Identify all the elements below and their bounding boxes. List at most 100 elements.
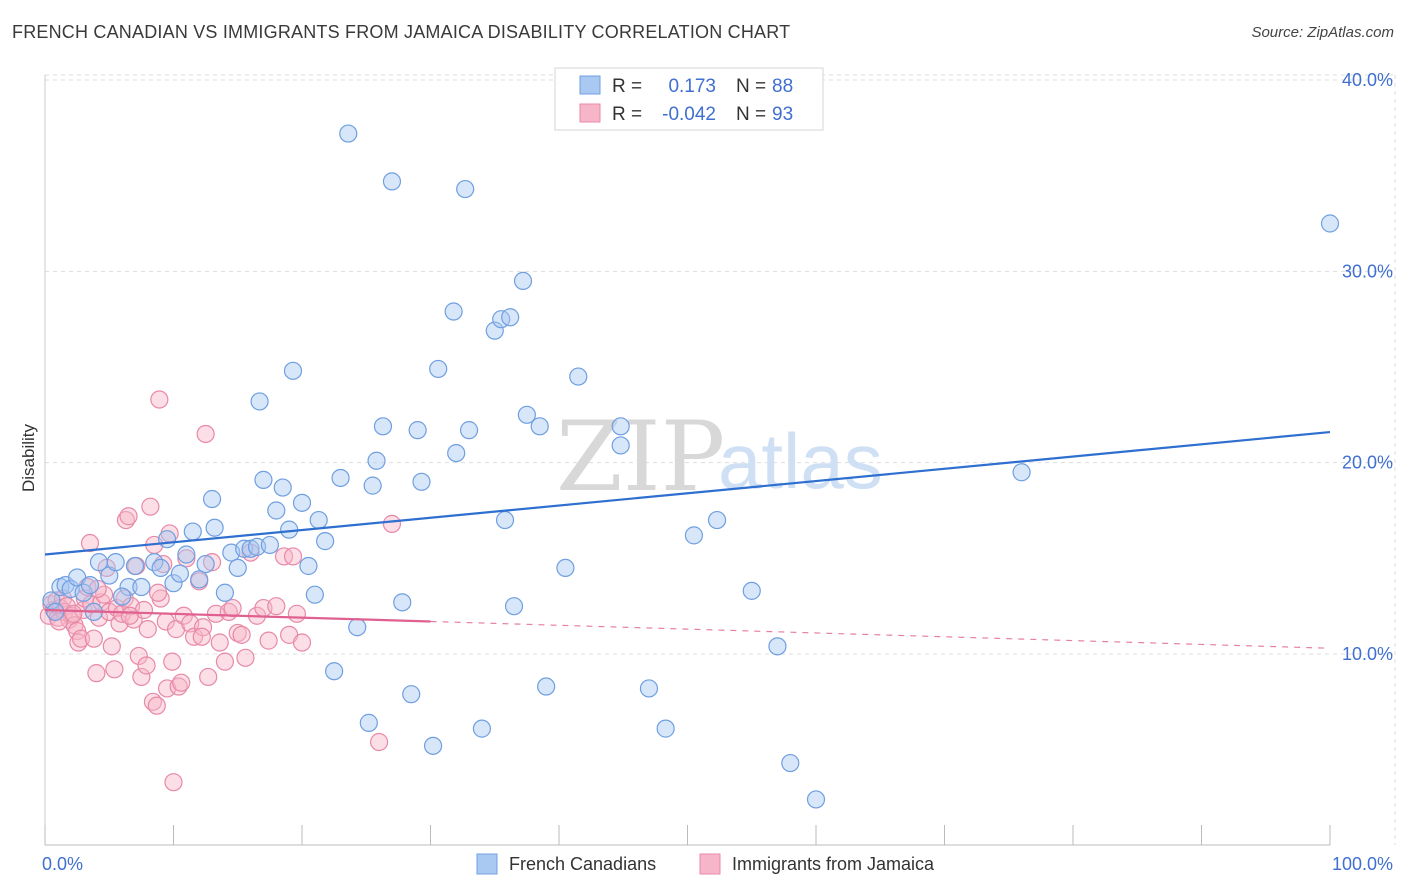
data-point-jamaica bbox=[232, 625, 251, 644]
data-point-french-canadian bbox=[151, 558, 170, 578]
data-point-french-canadian bbox=[331, 468, 350, 488]
legend-n-value-1: 88 bbox=[772, 76, 793, 97]
data-point-french-canadian bbox=[459, 421, 479, 440]
data-point-french-canadian bbox=[1320, 214, 1340, 233]
data-point-jamaica bbox=[89, 608, 109, 627]
data-point-french-canadian bbox=[492, 310, 511, 329]
y-tick-label: 10.0% bbox=[1342, 644, 1393, 664]
data-point-jamaica bbox=[50, 612, 69, 631]
data-point-french-canadian bbox=[444, 302, 463, 321]
data-point-french-canadian bbox=[42, 591, 61, 610]
trend-line-french-canadians bbox=[44, 430, 1331, 556]
data-point-french-canadian bbox=[363, 476, 382, 495]
data-point-jamaica bbox=[172, 673, 191, 692]
data-point-jamaica bbox=[193, 618, 213, 637]
y-tick-label: 30.0% bbox=[1342, 261, 1393, 281]
data-point-jamaica bbox=[177, 549, 196, 568]
data-point-french-canadian bbox=[684, 526, 704, 545]
data-point-jamaica bbox=[84, 629, 103, 648]
data-point-french-canadian bbox=[781, 753, 800, 773]
correlation-legend: R = 0.173 N = 88 R = -0.042 N = 93 bbox=[554, 67, 824, 131]
bottom-legend-label-2: Immigrants from Jamaica bbox=[732, 854, 935, 874]
data-point-french-canadian bbox=[611, 436, 630, 455]
data-point-jamaica bbox=[259, 631, 278, 650]
trend-lines bbox=[44, 430, 1331, 649]
data-point-jamaica bbox=[236, 648, 255, 667]
data-point-french-canadian bbox=[742, 581, 761, 600]
data-point-french-canadian bbox=[367, 451, 386, 470]
data-point-french-canadian bbox=[202, 489, 222, 509]
bottom-legend-swatch-blue bbox=[476, 853, 498, 875]
data-point-jamaica bbox=[64, 604, 83, 623]
data-point-jamaica bbox=[163, 652, 182, 671]
y-tick-labels: 10.0% 20.0% 30.0% 40.0% bbox=[1342, 70, 1393, 664]
y-axis-label: Disability bbox=[19, 423, 38, 492]
data-point-jamaica bbox=[192, 627, 211, 646]
data-point-french-canadian bbox=[132, 577, 151, 597]
chart-title: FRENCH CANADIAN VS IMMIGRANTS FROM JAMAI… bbox=[12, 22, 791, 42]
data-point-french-canadian bbox=[228, 558, 247, 578]
data-point-french-canadian bbox=[359, 713, 378, 732]
data-point-french-canadian bbox=[485, 321, 504, 340]
data-point-jamaica bbox=[148, 583, 168, 602]
data-point-french-canadian bbox=[260, 535, 279, 555]
data-point-jamaica bbox=[370, 732, 389, 752]
data-point-french-canadian bbox=[292, 493, 312, 512]
data-point-jamaica bbox=[382, 514, 402, 533]
data-point-french-canadian bbox=[639, 679, 659, 698]
data-point-jamaica bbox=[267, 597, 286, 616]
legend-r-value-1: 0.173 bbox=[668, 76, 716, 97]
data-point-french-canadian bbox=[447, 444, 466, 463]
data-point-jamaica bbox=[199, 667, 218, 687]
axes bbox=[44, 75, 1331, 846]
data-point-french-canadian bbox=[806, 790, 826, 809]
series-french-canadians bbox=[42, 124, 1340, 809]
x-tick-labels: 0.0% 100.0% bbox=[42, 854, 1393, 874]
data-point-french-canadian bbox=[241, 539, 260, 558]
data-point-french-canadian bbox=[429, 359, 448, 379]
data-point-french-canadian bbox=[656, 719, 675, 738]
data-point-french-canadian bbox=[283, 361, 303, 380]
data-point-jamaica bbox=[105, 660, 124, 679]
y-tick-label: 40.0% bbox=[1342, 70, 1393, 90]
data-point-french-canadian bbox=[707, 510, 727, 530]
legend-n-label-2: N = bbox=[736, 104, 766, 125]
data-point-jamaica bbox=[120, 606, 139, 625]
data-point-jamaica bbox=[150, 390, 169, 409]
data-point-jamaica bbox=[137, 656, 156, 675]
data-point-french-canadian bbox=[80, 576, 100, 595]
source-label: Source: ZipAtlas.com bbox=[1251, 24, 1394, 41]
legend-r-value-2: -0.042 bbox=[662, 104, 716, 125]
data-point-french-canadian bbox=[273, 478, 292, 497]
bottom-legend-swatch-pink bbox=[699, 853, 721, 875]
x-tick-label: 100.0% bbox=[1332, 854, 1393, 874]
data-point-french-canadian bbox=[325, 662, 344, 681]
data-point-jamaica bbox=[80, 533, 100, 553]
data-point-jamaica bbox=[196, 424, 215, 444]
data-point-french-canadian bbox=[423, 736, 443, 755]
data-point-french-canadian bbox=[537, 677, 556, 696]
data-point-french-canadian bbox=[339, 124, 358, 143]
bottom-legend-label-1: French Canadians bbox=[509, 854, 656, 874]
data-point-french-canadian bbox=[190, 570, 209, 589]
data-point-french-canadian bbox=[501, 308, 520, 327]
data-point-french-canadian bbox=[472, 719, 491, 738]
data-point-jamaica bbox=[215, 652, 234, 671]
data-point-french-canadian bbox=[348, 618, 367, 637]
data-point-jamaica bbox=[210, 633, 229, 652]
data-point-jamaica bbox=[223, 598, 242, 618]
data-point-french-canadian bbox=[513, 271, 533, 290]
data-point-french-canadian bbox=[215, 583, 234, 602]
watermark: ZIP atlas bbox=[556, 401, 883, 513]
data-point-french-canadian bbox=[164, 574, 183, 593]
data-point-french-canadian bbox=[530, 417, 549, 436]
data-point-french-canadian bbox=[46, 602, 65, 622]
data-point-french-canadian bbox=[299, 556, 318, 576]
data-point-french-canadian bbox=[382, 172, 402, 191]
x-tick-label: 0.0% bbox=[42, 854, 83, 874]
data-point-french-canadian bbox=[402, 685, 421, 704]
data-point-french-canadian bbox=[205, 518, 224, 537]
data-point-jamaica bbox=[102, 637, 121, 656]
data-point-french-canadian bbox=[495, 510, 515, 530]
data-point-jamaica bbox=[138, 620, 157, 639]
